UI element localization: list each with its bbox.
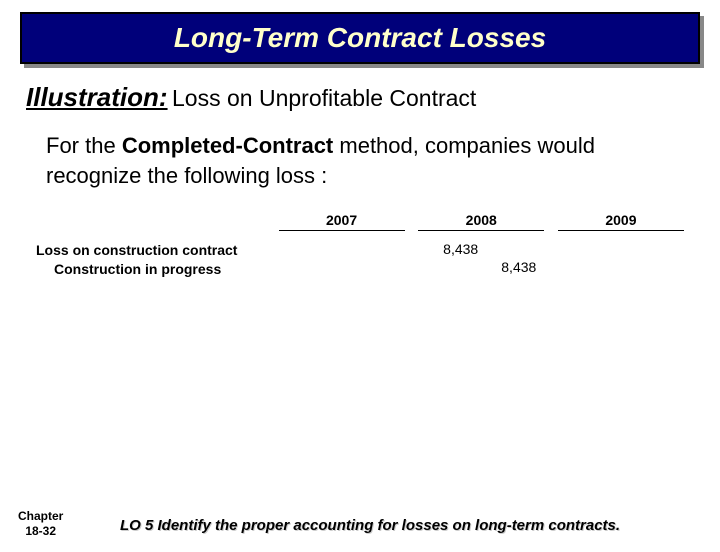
- body-prefix: For the: [46, 133, 122, 158]
- learning-objective: LO 5 Identify the proper accounting for …: [120, 517, 714, 534]
- year-2008: 2008: [418, 212, 544, 231]
- journal-entry-row: Loss on construction contract Constructi…: [36, 241, 684, 279]
- title-bar: Long-Term Contract Losses: [20, 12, 700, 64]
- entry-line2: Construction in progress: [36, 260, 279, 279]
- page-title: Long-Term Contract Losses: [174, 22, 546, 53]
- debit-2008: 8,438: [418, 241, 478, 257]
- entry-line1: Loss on construction contract: [36, 242, 237, 258]
- col-2008: 8,438 8,438: [418, 241, 544, 279]
- illustration-line: Illustration: Loss on Unprofitable Contr…: [26, 82, 694, 113]
- illustration-lead: Illustration:: [26, 82, 168, 112]
- credit-2008: 8,438: [476, 259, 536, 275]
- col-2007: [279, 241, 405, 279]
- year-header-row: 2007 2008 2009: [36, 212, 684, 231]
- entry-labels: Loss on construction contract Constructi…: [36, 241, 279, 279]
- year-2009: 2009: [558, 212, 684, 231]
- body-bold: Completed-Contract: [122, 133, 333, 158]
- chapter-label: Chapter 18-32: [18, 509, 63, 538]
- chapter-l2: 18-32: [18, 524, 63, 538]
- illustration-rest: Loss on Unprofitable Contract: [172, 85, 476, 111]
- col-2009: [558, 241, 684, 279]
- journal-table: 2007 2008 2009 Loss on construction cont…: [36, 212, 684, 279]
- year-2007: 2007: [279, 212, 405, 231]
- body-paragraph: For the Completed-Contract method, compa…: [46, 131, 680, 190]
- chapter-l1: Chapter: [18, 509, 63, 523]
